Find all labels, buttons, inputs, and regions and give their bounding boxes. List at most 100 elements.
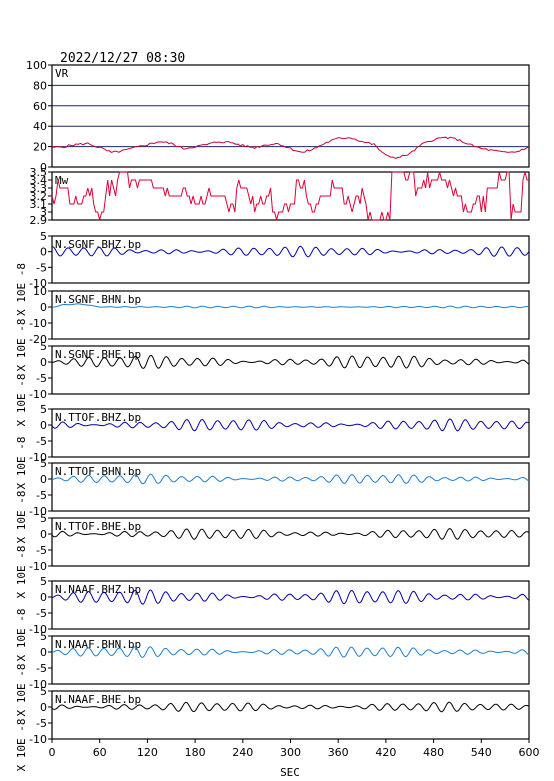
y-tick-label: -5 [36, 489, 47, 502]
y-tick-label: -5 [36, 607, 47, 620]
panel-frame [51, 580, 530, 630]
series-label: N.SGNF.BHN.bp [55, 293, 141, 306]
y-tick-label: 3 [40, 206, 47, 219]
panel-mw: 2.933.13.23.33.43.5 Mw [30, 166, 530, 227]
y-tick-label: 5 [40, 512, 47, 525]
series-label: N.TTOF.BHN.bp [55, 465, 141, 478]
y-tick-label: 5 [40, 685, 47, 698]
y-tick-label: 3.3 [30, 182, 48, 195]
panel-sgnf_bhe: -10 -5 0 5 N.SGNF.BHE.bp X 10E -8 [15, 340, 530, 427]
y-tick-label: 3.5 [30, 166, 48, 179]
y-unit-label: X 10E -8 [15, 437, 28, 490]
panel-ttof_bhe: -10 -5 0 5 N.TTOF.BHE.bp X 10E -8 [15, 512, 530, 598]
y-tick-label: -20 [29, 333, 47, 346]
panel-frame [51, 635, 530, 685]
y-tick-label: 5 [40, 457, 47, 470]
y-tick-label: -5 [36, 435, 47, 448]
y-tick-label: 3.1 [30, 198, 48, 211]
x-axis: 0 60 120 180 240 300 360 420 480 540 600 [49, 739, 540, 759]
y-tick-label: 0 [40, 356, 47, 369]
series-line-sgnf_bhn [52, 303, 529, 309]
y-tick-label: 3.2 [30, 190, 48, 203]
x-tick-label: 540 [471, 746, 492, 759]
y-unit-label: X 10E -8 [15, 664, 28, 717]
x-tick-label: 420 [375, 746, 396, 759]
y-tick-label: 3.4 [30, 174, 48, 187]
series-label: N.SGNF.BHE.bp [55, 348, 141, 361]
panel-frame [51, 517, 530, 567]
y-tick-label: 100 [26, 59, 47, 72]
y-tick-label: 5 [40, 403, 47, 416]
y-tick-label: 0 [40, 591, 47, 604]
y-tick-label: 10 [33, 285, 47, 298]
y-tick-label: 60 [33, 100, 47, 113]
x-tick-label: 0 [49, 746, 56, 759]
y-tick-label: 0 [40, 528, 47, 541]
panel-vr: 0 20 40 60 80 100 VR [26, 59, 530, 174]
series-line-sgnf_bhz [51, 245, 530, 258]
series-label: N.NAAF.BHZ.bp [55, 583, 141, 596]
panel-ttof_bhn: -10 -5 0 5 N.TTOF.BHN.bp X 10E -8 [15, 457, 530, 544]
y-tick-label: -5 [36, 717, 47, 730]
y-tick-label: 5 [40, 575, 47, 588]
series-line-ttof_bhe [51, 528, 530, 540]
y-tick-label: 5 [40, 230, 47, 243]
series-line-ttof_bhn [51, 473, 530, 485]
y-tick-label: -10 [29, 317, 47, 330]
y-unit-label: X 10E -8 [15, 491, 28, 544]
x-axis-label: SEC [280, 766, 300, 779]
x-tick-label: 600 [519, 746, 540, 759]
y-unit-label: X 10E -8 [15, 374, 28, 427]
y-tick-label: -5 [36, 662, 47, 675]
series-label: Mw [55, 174, 69, 187]
y-tick-label: 0 [40, 473, 47, 486]
series-label: N.TTOF.BHZ.bp [55, 411, 141, 424]
y-tick-label: 40 [33, 120, 47, 133]
y-tick-label: -5 [36, 261, 47, 274]
y-tick-label: -10 [29, 505, 47, 518]
panel-frame [51, 345, 530, 395]
series-label: N.NAAF.BHN.bp [55, 638, 141, 651]
panel-sgnf_bhn: -20 -10 0 10 N.SGNF.BHN.bp X 10E -8 [15, 285, 530, 371]
y-unit-label: X 10E -8 [15, 719, 28, 772]
panel-frame [51, 462, 530, 512]
y-tick-label: 0 [40, 646, 47, 659]
panel-frame [51, 235, 530, 284]
series-line-ttof_bhz [51, 418, 530, 432]
panel-frame [51, 408, 530, 458]
series-line-naaf_bhn [51, 646, 530, 658]
panel-naaf_bhn: -10 -5 0 5 N.NAAF.BHN.bp X 10E -8 [15, 630, 530, 717]
y-tick-label: 2.9 [30, 214, 48, 227]
y-tick-label: 80 [33, 79, 47, 92]
panel-frame [51, 290, 530, 340]
panel-sgnf_bhz: -10 -5 0 5 N.SGNF.BHZ.bp X 10E -8 [15, 230, 530, 316]
series-line-vr [51, 136, 530, 159]
y-tick-label: 5 [40, 340, 47, 353]
x-tick-label: 300 [280, 746, 301, 759]
series-label: N.SGNF.BHZ.bp [55, 238, 141, 251]
y-tick-label: -10 [29, 733, 47, 746]
y-tick-label: -5 [36, 544, 47, 557]
panel-naaf_bhz: -10 -5 0 5 N.NAAF.BHZ.bp X 10E -8 [15, 575, 530, 662]
y-tick-label: 5 [40, 630, 47, 643]
x-tick-label: 240 [232, 746, 253, 759]
x-tick-label: 360 [328, 746, 349, 759]
series-line-naaf_bhe [51, 701, 530, 713]
panel-ttof_bhz: -10 -5 0 5 N.TTOF.BHZ.bp X 10E -8 [15, 403, 530, 490]
series-line-sgnf_bhe [51, 354, 530, 369]
y-tick-label: 0 [40, 301, 47, 314]
y-tick-label: 20 [33, 141, 47, 154]
y-tick-label: 0 [40, 161, 47, 174]
y-unit-label: X 10E -8 [15, 263, 28, 316]
series-line-naaf_bhz [51, 589, 530, 605]
y-tick-label: 0 [40, 419, 47, 432]
y-tick-label: -10 [29, 451, 47, 464]
series-label: VR [55, 67, 69, 80]
series-label: N.NAAF.BHE.bp [55, 693, 141, 706]
x-tick-label: 180 [185, 746, 206, 759]
y-tick-label: -5 [36, 372, 47, 385]
y-unit-label: X 10E -8 [15, 609, 28, 662]
y-tick-label: 0 [40, 701, 47, 714]
figure-timestamp: 2022/12/27 08:30 [60, 51, 185, 66]
